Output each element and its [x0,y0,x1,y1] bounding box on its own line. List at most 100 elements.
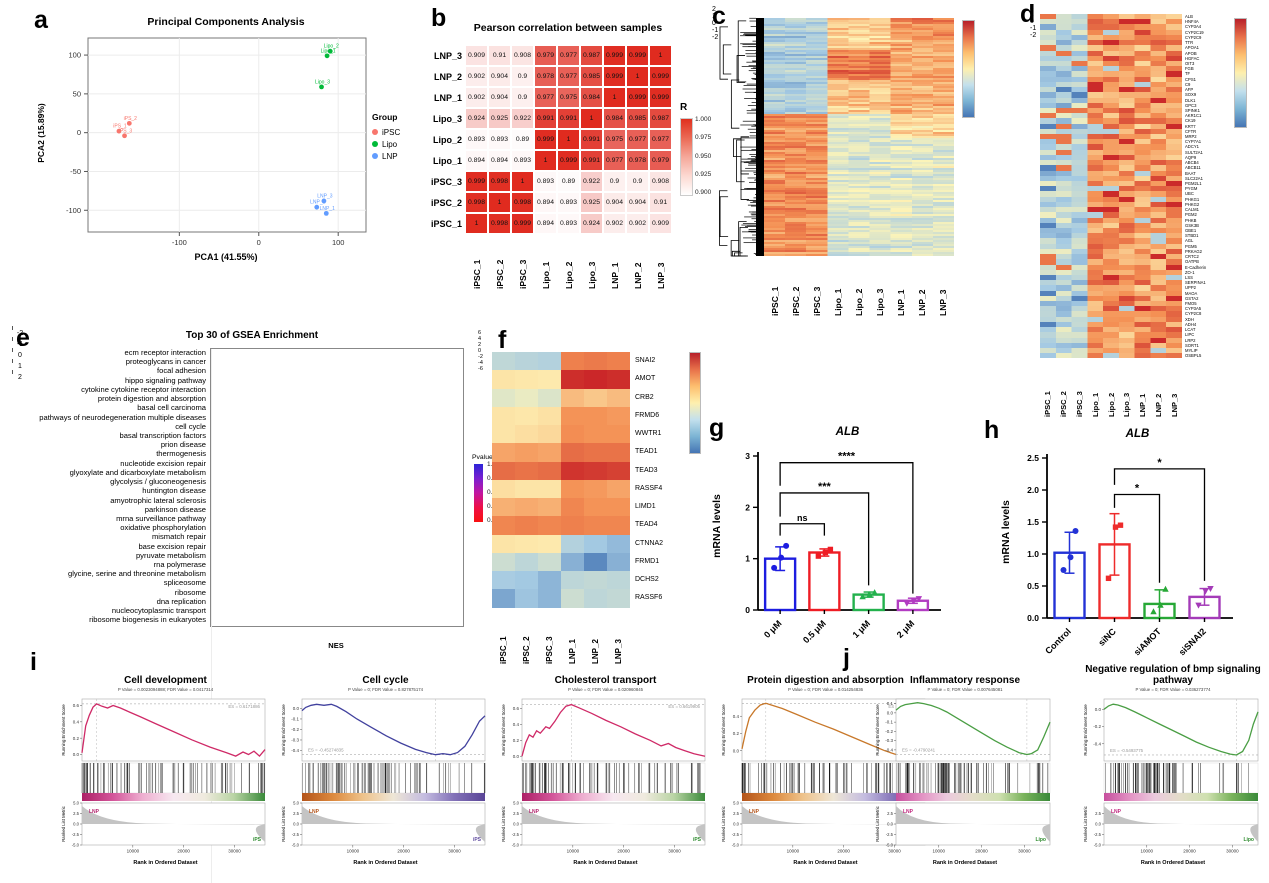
group-label-right: Lipo [1035,837,1046,843]
heatmap-cell [538,406,561,426]
column-label-text: Lipo_3 [1122,392,1132,417]
column-label-text: LNP_1 [896,289,907,316]
data-point [1060,567,1067,573]
correlation-cell: 0.894 [466,151,487,170]
correlation-cell: 0.924 [581,214,602,233]
heatmap-row [764,192,954,194]
heatmap-column-label: iPSC_3 [538,612,561,664]
correlation-column-label: iPSC_2 [489,237,510,289]
correlation-cell: 0.991 [558,109,579,128]
correlation-cell: 0.987 [650,109,671,128]
svg-text:10000: 10000 [127,849,140,854]
heatmap-row [1040,92,1182,98]
pca-point [321,198,327,204]
pca-point-label: iPS_3 [119,128,133,134]
heatmap-cell [492,352,515,371]
column-label-text: iPSC_2 [494,259,505,289]
svg-text:-0.2: -0.2 [885,729,893,734]
correlation-cell: 0.893 [558,193,579,212]
heatmap-cell [538,552,561,572]
heatmap-row [1040,285,1182,291]
correlation-cell: 0.999 [604,67,625,86]
pca-point-label: Lipo_2 [324,44,339,50]
bar-category-label: oxidative phosphorylation [120,523,206,533]
data-point [822,549,829,556]
gsea-bars-x-ticks: -2 -1 0 1 2 [12,326,28,381]
group-label-right: iPS [693,837,702,843]
bar-category-label: rna polymerase [153,560,206,570]
gene-label: TEAD4 [635,521,658,529]
heatmap-row [1040,207,1182,213]
heatmap-row [764,28,954,30]
svg-text:0.0: 0.0 [1095,707,1102,712]
alb-knockdown-plot: 0.0 0.5 1.0 1.5 2.0 2.5 Control siNC siAMOT siSNA… [1027,453,1233,657]
svg-text:0.0: 0.0 [733,822,739,827]
y-tick-label: 3 [745,451,750,461]
gsea-plot: Cholesterol transport P Value = 0; FDR Va… [498,660,713,872]
heatmap-cell [607,461,630,480]
correlation-cell: 0.999 [558,151,579,170]
svg-text:2.5: 2.5 [1095,811,1101,816]
gene-label: CYP7A1 [1185,139,1202,145]
heatmap-row [764,36,954,38]
heatmap-column-label: LNP_3 [1166,363,1182,417]
x-tick-label: siAMOT [1132,626,1163,657]
heatmap-row [764,96,954,98]
hepatic-heatmap-grid [1040,14,1182,359]
colorbar-tick-label: -1 [712,27,719,34]
dendrogram-branch [730,240,740,257]
svg-text:0.1: 0.1 [887,701,894,706]
y-tick-label: 1.0 [1027,549,1039,559]
heatmap-row [764,60,954,62]
dendrogram-branch [731,250,741,257]
correlation-cell: 0.998 [489,172,510,191]
gsea-plot-canvas: 0.0 -0.2 -0.4 ES = -0.5493775 Running Enrich… [1083,698,1259,854]
heatmap-row [764,246,954,248]
heatmap-row [764,104,954,106]
gene-label: PHKG2 [1185,201,1200,207]
bar-category-label: huntington disease [142,486,206,496]
heatmap-column-label: LNP_3 [607,612,630,664]
gene-label: UBC [1185,191,1194,197]
gene-label: SORT1 [1185,342,1199,348]
heatmap-row [1040,233,1182,239]
svg-text:0.4: 0.4 [513,722,520,727]
heatmap-row [764,206,954,208]
colorbar-tick-label: -2 [712,34,719,41]
heatmap-column-label: iPSC_2 [1056,363,1072,417]
y-tick-label: -100 [66,206,81,215]
hepatic-heatmap-colorbar [1234,18,1247,128]
bar-category-label: ribosome biogenesis in eukaryotes [89,615,206,625]
column-label-text: LNP_3 [614,639,623,664]
panel-hippo-heatmap: SNAI2 AMOT CRB2 FRMD6 WWTR1 TEAD1 TEAD3 RASSF4 L… [478,330,710,664]
correlation-cell: 0.977 [650,130,671,149]
ranked-metric-ylabel: Ranked List Metric [1083,805,1088,841]
gene-label: PHKG1 [1185,196,1200,202]
heatmap-cell [584,406,607,426]
heatmap-cell [515,406,538,426]
heatmap-row [1040,160,1182,166]
gene-label: HGFAC [1185,55,1200,61]
correlation-cell: 0.999 [627,88,648,107]
pca-point-label: iPS_2 [124,116,138,122]
gene-label: TTR [1185,40,1194,46]
heatmap-row [764,198,954,200]
gene-label: OSBPL5 [1185,353,1202,359]
heatmap-row [1040,238,1182,244]
heatmap-cell [607,589,630,608]
gsea-ylabel: Running Enrichment Score [875,704,880,756]
bar-category-label: glycolysis / gluconeogenesis [110,477,206,487]
heatmap-row [764,180,954,182]
legend-dot-icon [372,153,378,159]
correlation-row-label: LNP_2 [433,71,462,82]
gsea-plot-canvas: 0.0 -0.1 -0.2 -0.3 -0.4 ES = -0.45274835 Runni… [281,698,486,854]
gene-label: TF [1185,71,1191,77]
pca-point [126,120,132,126]
gene-label: SERPINA1 [1185,280,1206,286]
svg-text:-0.4: -0.4 [1093,741,1101,746]
heatmap-row [1040,212,1182,218]
correlation-cell: 0.922 [512,109,533,128]
heatmap-row [1040,327,1182,333]
heatmap-cell [538,352,561,371]
